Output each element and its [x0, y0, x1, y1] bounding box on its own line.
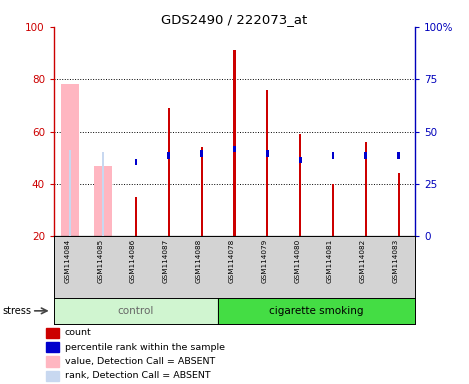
Text: cigarette smoking: cigarette smoking [269, 306, 364, 316]
Bar [332, 152, 334, 159]
Bar [168, 108, 170, 236]
Bar [61, 84, 79, 236]
Bar [102, 152, 104, 236]
Bar [201, 147, 203, 236]
Text: GSM114086: GSM114086 [130, 239, 136, 283]
Text: count: count [65, 328, 92, 337]
Text: GSM114079: GSM114079 [261, 239, 267, 283]
Bar [397, 152, 400, 159]
Text: GSM114087: GSM114087 [163, 239, 169, 283]
Text: GSM114081: GSM114081 [327, 239, 333, 283]
Text: GSM114085: GSM114085 [97, 239, 103, 283]
Bar [46, 371, 60, 381]
Bar [266, 151, 269, 157]
Bar [365, 142, 367, 236]
Text: GSM114084: GSM114084 [64, 239, 70, 283]
Bar [135, 159, 137, 165]
Text: GSM114083: GSM114083 [393, 239, 399, 283]
Bar [69, 151, 71, 236]
Bar [135, 197, 137, 236]
Bar [299, 157, 302, 163]
Bar [398, 174, 400, 236]
Text: GSM114082: GSM114082 [360, 239, 366, 283]
Text: control: control [118, 306, 154, 316]
Bar [46, 342, 60, 353]
Text: rank, Detection Call = ABSENT: rank, Detection Call = ABSENT [65, 371, 211, 381]
Bar [234, 50, 235, 236]
Text: percentile rank within the sample: percentile rank within the sample [65, 343, 225, 352]
Bar [167, 152, 170, 159]
Bar [94, 166, 112, 236]
Bar [46, 328, 60, 338]
Text: GSM114078: GSM114078 [228, 239, 234, 283]
Bar [46, 356, 60, 367]
Bar [266, 90, 268, 236]
Text: value, Detection Call = ABSENT: value, Detection Call = ABSENT [65, 357, 215, 366]
Text: stress: stress [2, 306, 31, 316]
Text: GSM114088: GSM114088 [196, 239, 202, 283]
Bar [233, 146, 236, 152]
Bar [332, 184, 334, 236]
Text: GSM114080: GSM114080 [294, 239, 300, 283]
Bar [364, 152, 367, 159]
Bar [200, 151, 203, 157]
Bar [299, 134, 301, 236]
Title: GDS2490 / 222073_at: GDS2490 / 222073_at [161, 13, 308, 26]
